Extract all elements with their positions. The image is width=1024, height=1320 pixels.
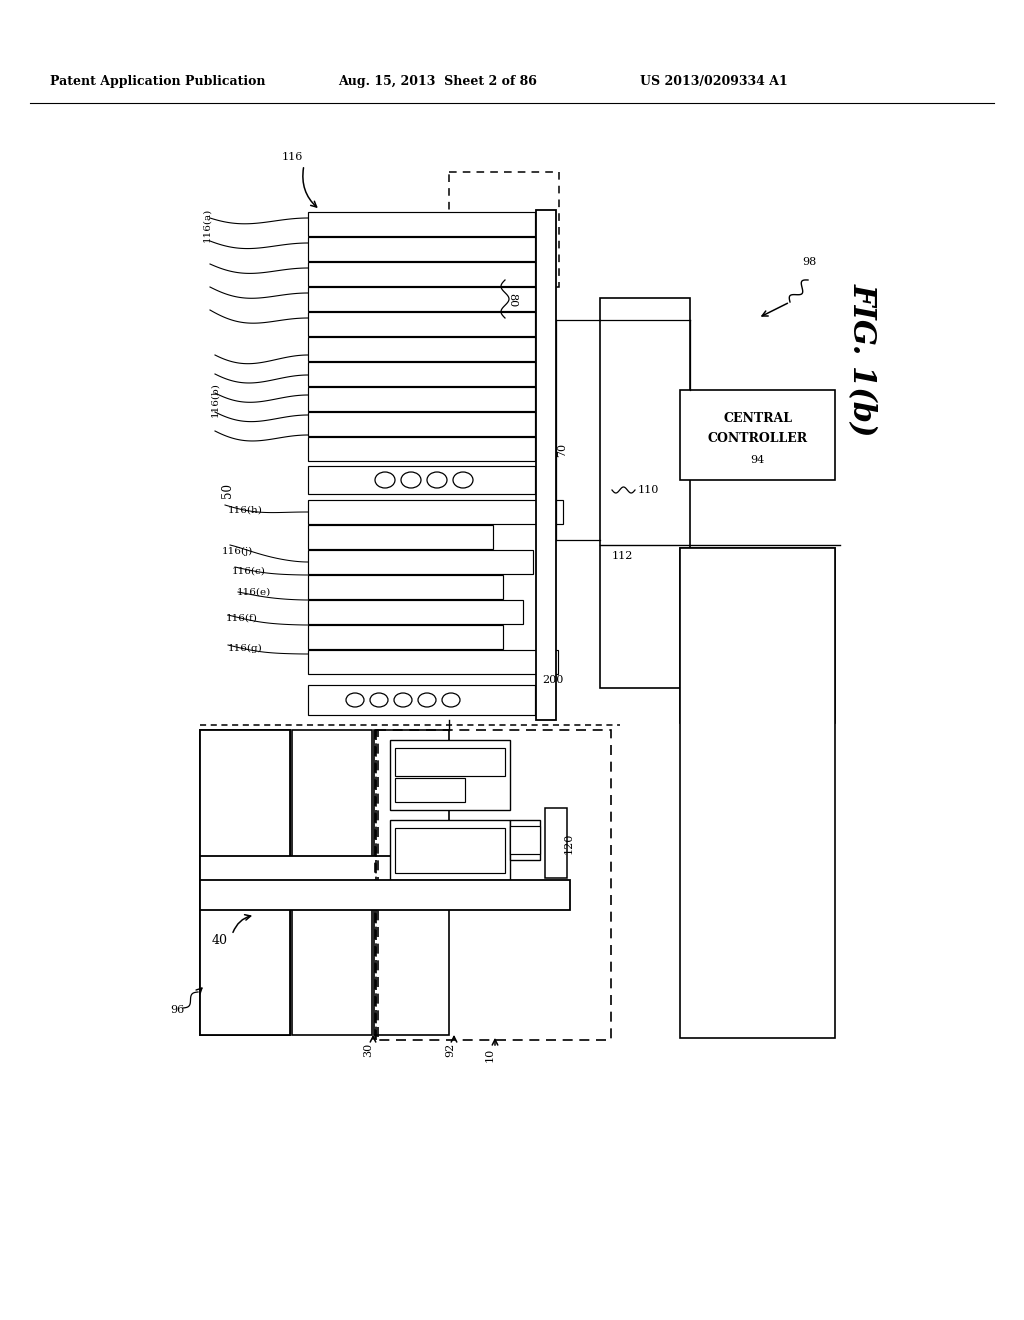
Bar bbox=[308, 362, 535, 385]
Bar bbox=[308, 238, 535, 261]
Bar bbox=[308, 685, 535, 715]
Bar bbox=[390, 820, 510, 880]
Bar bbox=[308, 550, 534, 574]
Bar bbox=[510, 826, 540, 854]
Ellipse shape bbox=[453, 473, 473, 488]
Bar bbox=[308, 601, 523, 624]
Bar bbox=[308, 437, 535, 461]
Bar bbox=[680, 548, 835, 723]
Text: 94: 94 bbox=[751, 455, 765, 465]
Bar bbox=[449, 280, 499, 318]
Bar bbox=[600, 298, 690, 688]
Text: Aug. 15, 2013  Sheet 2 of 86: Aug. 15, 2013 Sheet 2 of 86 bbox=[338, 75, 537, 88]
Bar bbox=[308, 624, 503, 649]
Bar bbox=[292, 730, 372, 1035]
Text: 30: 30 bbox=[362, 1043, 373, 1057]
Text: 120: 120 bbox=[564, 833, 574, 854]
Text: 110: 110 bbox=[638, 484, 659, 495]
Bar bbox=[536, 210, 556, 719]
Text: 116(e): 116(e) bbox=[237, 587, 271, 597]
Bar bbox=[390, 741, 510, 810]
Bar bbox=[308, 649, 558, 675]
Bar bbox=[308, 213, 535, 236]
Text: 50: 50 bbox=[221, 483, 234, 498]
Ellipse shape bbox=[346, 693, 364, 708]
Bar bbox=[308, 261, 535, 286]
Bar bbox=[395, 828, 505, 873]
Ellipse shape bbox=[394, 693, 412, 708]
Text: 112: 112 bbox=[612, 550, 634, 561]
Bar bbox=[375, 730, 378, 1040]
Bar bbox=[308, 387, 535, 411]
Ellipse shape bbox=[375, 473, 395, 488]
Text: 92: 92 bbox=[445, 1043, 455, 1057]
Bar bbox=[395, 777, 465, 803]
Bar bbox=[308, 312, 535, 337]
Bar bbox=[200, 730, 290, 1035]
Text: 116(f): 116(f) bbox=[226, 614, 258, 623]
Bar bbox=[376, 730, 611, 1040]
Text: 116(b): 116(b) bbox=[211, 383, 219, 417]
Bar bbox=[308, 466, 535, 494]
Text: 40: 40 bbox=[212, 933, 228, 946]
Text: 10: 10 bbox=[485, 1048, 495, 1063]
Ellipse shape bbox=[427, 473, 447, 488]
Text: 98: 98 bbox=[802, 257, 816, 267]
Bar bbox=[308, 500, 563, 524]
Text: Patent Application Publication: Patent Application Publication bbox=[50, 75, 265, 88]
Text: 70: 70 bbox=[557, 444, 567, 457]
Bar bbox=[680, 389, 835, 480]
Ellipse shape bbox=[442, 693, 460, 708]
Bar bbox=[308, 286, 535, 312]
Ellipse shape bbox=[418, 693, 436, 708]
Text: 80: 80 bbox=[507, 293, 517, 308]
Text: 96: 96 bbox=[170, 1005, 184, 1015]
Bar bbox=[200, 730, 290, 1035]
Text: 116(c): 116(c) bbox=[232, 566, 266, 576]
Text: 116(h): 116(h) bbox=[228, 506, 263, 515]
Text: 116(a): 116(a) bbox=[203, 207, 212, 242]
Bar bbox=[545, 808, 567, 878]
Bar bbox=[395, 748, 505, 776]
Bar bbox=[374, 730, 449, 1035]
Text: 200: 200 bbox=[542, 675, 563, 685]
Text: CONTROLLER: CONTROLLER bbox=[708, 432, 808, 445]
Bar bbox=[308, 525, 493, 549]
Text: CENTRAL: CENTRAL bbox=[723, 412, 792, 425]
Bar bbox=[308, 337, 535, 360]
Bar bbox=[510, 820, 540, 861]
Bar bbox=[308, 412, 535, 436]
Ellipse shape bbox=[401, 473, 421, 488]
Bar bbox=[449, 172, 559, 286]
Bar bbox=[680, 548, 835, 1038]
Bar bbox=[200, 880, 570, 909]
Ellipse shape bbox=[370, 693, 388, 708]
Text: 116: 116 bbox=[282, 152, 303, 162]
Bar bbox=[308, 576, 503, 599]
Text: US 2013/0209334 A1: US 2013/0209334 A1 bbox=[640, 75, 787, 88]
Bar bbox=[200, 855, 450, 884]
Text: FIG. 1(b): FIG. 1(b) bbox=[847, 284, 878, 437]
Text: 116(g): 116(g) bbox=[228, 643, 263, 652]
Text: 116(j): 116(j) bbox=[222, 546, 253, 556]
